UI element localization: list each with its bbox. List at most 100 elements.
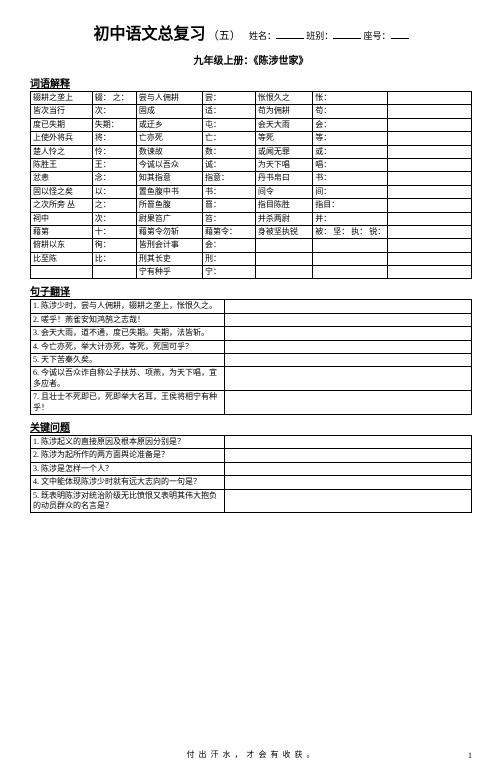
- sentence-row: 2. 嗟乎！燕雀安知鸿鹄之志哉！: [31, 313, 472, 326]
- section-vocab-title: 词语解释: [30, 75, 472, 90]
- vocab-row: 楚人怜之怜：数谏故数：或闻无罪或：: [31, 145, 472, 158]
- vocab-cell: 比至陈: [31, 252, 93, 265]
- title-suffix: （五）: [208, 30, 241, 42]
- sentence-cell: 3. 会天大雨，道不通，度已失期。失期，法皆斩。: [31, 327, 225, 340]
- question-cell: 5. 既表明陈涉对统治阶级无比愤恨又表明其伟大抱负的动员群众的名言是？: [31, 489, 225, 513]
- vocab-cell: 刑其长吏: [136, 252, 202, 265]
- vocab-row: 度已失期失期：或迂乡屯：会天大雨会：: [31, 118, 472, 131]
- vocab-cell: 十：: [92, 225, 136, 238]
- vocab-cell: 知其指意: [136, 172, 202, 185]
- vocab-cell: [255, 252, 312, 265]
- sentence-row: 6. 今诚以吾众诈自称公子扶苏、项燕，为天下唱，宜多应者。: [31, 367, 472, 391]
- question-cell: 1. 陈涉起义的直接原因及根本原因分别是？: [31, 435, 225, 448]
- vocab-cell: [255, 239, 312, 252]
- vocab-cell: [388, 239, 472, 252]
- vocab-cell: 王：: [92, 158, 136, 171]
- vocab-cell: [388, 199, 472, 212]
- vocab-cell: [313, 266, 388, 279]
- vocab-cell: [388, 172, 472, 185]
- vocab-row: 皆次当行次：固成适：苟为佣耕苟：: [31, 105, 472, 118]
- vocab-cell: 等死: [255, 132, 312, 145]
- vocab-cell: 固以怪之矣: [31, 185, 93, 198]
- vocab-cell: 怜：: [92, 145, 136, 158]
- name-blank: [276, 29, 304, 39]
- vocab-cell: 度已失期: [31, 118, 93, 131]
- vocab-cell: 次：: [92, 212, 136, 225]
- vocab-cell: 或闻无罪: [255, 145, 312, 158]
- vocab-cell: 间令: [255, 185, 312, 198]
- vocab-row: 藉第十：藉第令勿斩藉第令：身被坚执锐被： 坚： 执： 锐：: [31, 225, 472, 238]
- sentence-cell: 4. 今亡亦死，举大计亦死，等死，死国可乎？: [31, 340, 225, 353]
- vocab-cell: 宁：: [202, 266, 255, 279]
- sentence-cell: 2. 嗟乎！燕雀安知鸿鹄之志哉！: [31, 313, 225, 326]
- vocab-cell: [388, 158, 472, 171]
- vocab-cell: 等：: [313, 132, 388, 145]
- vocab-cell: [255, 266, 312, 279]
- vocab-cell: 苟：: [313, 105, 388, 118]
- question-row: 1. 陈涉起义的直接原因及根本原因分别是？: [31, 435, 472, 448]
- vocab-row: 俯耕以东徇：皆刑会计事会：: [31, 239, 472, 252]
- question-cell: 2. 陈涉为起所作的两方面舆论准备是？: [31, 449, 225, 462]
- question-row: 4. 文中能体现陈涉少时就有远大志向的一句是？: [31, 476, 472, 489]
- sentence-cell: [225, 367, 472, 391]
- vocab-cell: 会：: [202, 239, 255, 252]
- vocab-cell: 楚人怜之: [31, 145, 93, 158]
- question-cell: 3. 陈涉是怎样一个人？: [31, 462, 225, 475]
- vocab-cell: 丹书帛曰: [255, 172, 312, 185]
- vocab-cell: 亡亦死: [136, 132, 202, 145]
- vocab-cell: 尝与人佣耕: [136, 92, 202, 105]
- vocab-cell: 会天大雨: [255, 118, 312, 131]
- vocab-cell: 数谏故: [136, 145, 202, 158]
- vocab-cell: 怅恨久之: [255, 92, 312, 105]
- sentence-row: 3. 会天大雨，道不通，度已失期。失期，法皆斩。: [31, 327, 472, 340]
- vocab-cell: 并杀两尉: [255, 212, 312, 225]
- sentence-cell: [225, 313, 472, 326]
- vocab-cell: 诚：: [202, 158, 255, 171]
- vocab-cell: 置鱼腹中书: [136, 185, 202, 198]
- vocab-cell: [388, 105, 472, 118]
- question-cell: [225, 489, 472, 513]
- vocab-cell: 俯耕以东: [31, 239, 93, 252]
- question-row: 5. 既表明陈涉对统治阶级无比愤恨又表明其伟大抱负的动员群众的名言是？: [31, 489, 472, 513]
- vocab-cell: 屯：: [202, 118, 255, 131]
- sentence-row: 1. 陈涉少时，尝与人佣耕，辍耕之垄上，怅恨久之。: [31, 300, 472, 313]
- vocab-cell: 辍： 之：: [92, 92, 136, 105]
- seat-blank: [391, 29, 409, 39]
- sentence-cell: 5. 天下苦秦久矣。: [31, 354, 225, 367]
- vocab-cell: 今诚以吾众: [136, 158, 202, 171]
- question-table: 1. 陈涉起义的直接原因及根本原因分别是？2. 陈涉为起所作的两方面舆论准备是？…: [30, 435, 472, 513]
- vocab-cell: 唱：: [313, 158, 388, 171]
- vocab-cell: 上使外将兵: [31, 132, 93, 145]
- sentence-cell: [225, 340, 472, 353]
- vocab-cell: [388, 212, 472, 225]
- name-label: 姓名：: [249, 31, 276, 41]
- sentence-cell: 1. 陈涉少时，尝与人佣耕，辍耕之垄上，怅恨久之。: [31, 300, 225, 313]
- vocab-cell: 或迂乡: [136, 118, 202, 131]
- vocab-cell: 藉第令勿斩: [136, 225, 202, 238]
- vocab-cell: [388, 185, 472, 198]
- vocab-cell: 笞：: [202, 212, 255, 225]
- vocab-table: 辍耕之垄上辍： 之：尝与人佣耕尝：怅恨久之怅：皆次当行次：固成适：苟为佣耕苟：度…: [30, 91, 472, 279]
- class-blank: [333, 29, 361, 39]
- vocab-cell: 尝：: [202, 92, 255, 105]
- vocab-row: 陈胜王王：今诚以吾众诚：为天下唱唱：: [31, 158, 472, 171]
- sentence-cell: 6. 今诚以吾众诈自称公子扶苏、项燕，为天下唱，宜多应者。: [31, 367, 225, 391]
- vocab-cell: 书：: [313, 172, 388, 185]
- vocab-cell: [313, 239, 388, 252]
- header-fields: 姓名： 班别： 座号：: [249, 31, 409, 41]
- sentence-cell: [225, 354, 472, 367]
- sentence-row: 4. 今亡亦死，举大计亦死，等死，死国可乎？: [31, 340, 472, 353]
- vocab-row: 固以怪之矣以：置鱼腹中书书：间令间：: [31, 185, 472, 198]
- question-cell: [225, 449, 472, 462]
- vocab-cell: 被： 坚： 执： 锐：: [313, 225, 388, 238]
- vocab-cell: 尉果笞广: [136, 212, 202, 225]
- vocab-cell: 书：: [202, 185, 255, 198]
- vocab-cell: 指目：: [313, 199, 388, 212]
- vocab-cell: 身被坚执锐: [255, 225, 312, 238]
- vocab-cell: 皆刑会计事: [136, 239, 202, 252]
- seat-label: 座号：: [364, 31, 391, 41]
- vocab-cell: 苟为佣耕: [255, 105, 312, 118]
- vocab-cell: 罾：: [202, 199, 255, 212]
- vocab-cell: 皆次当行: [31, 105, 93, 118]
- vocab-cell: 之次所旁 丛: [31, 199, 93, 212]
